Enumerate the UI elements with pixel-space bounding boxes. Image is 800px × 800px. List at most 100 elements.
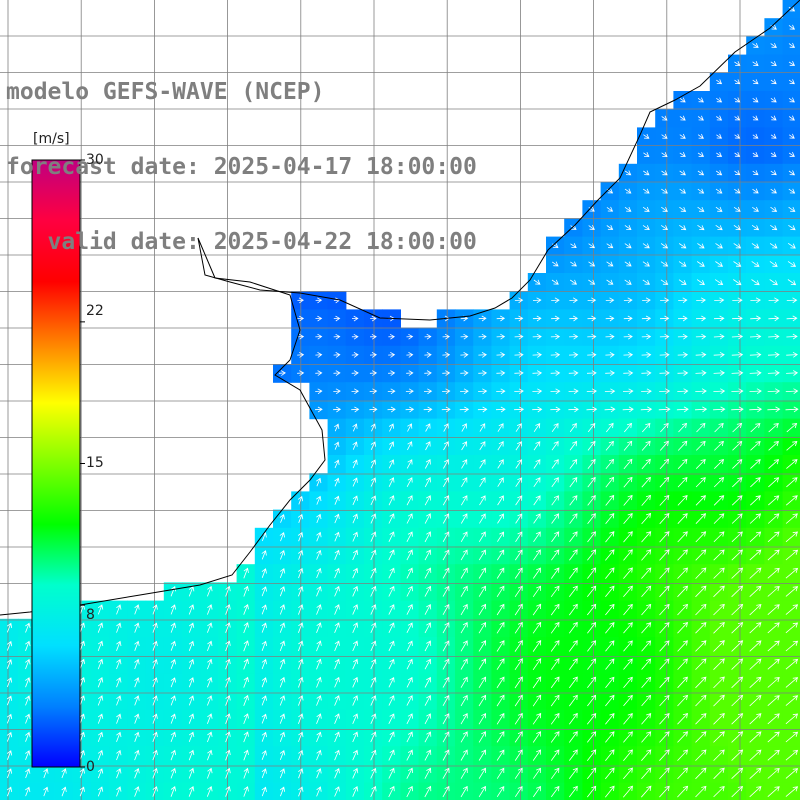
- wind-arrow: [788, 151, 795, 157]
- wind-arrow: [660, 297, 670, 304]
- wind-arrow: [642, 279, 651, 285]
- wind-arrow: [6, 750, 13, 760]
- wind-arrow: [713, 585, 725, 598]
- speed-cell: [691, 746, 711, 765]
- wind-arrow: [660, 422, 669, 433]
- speed-cell: [364, 582, 383, 602]
- speed-cell: [746, 473, 765, 492]
- speed-cell: [782, 273, 800, 292]
- speed-cell: [509, 455, 529, 474]
- wind-arrow: [442, 531, 450, 542]
- wind-arrow: [770, 188, 777, 194]
- wind-arrow: [605, 713, 615, 725]
- wind-arrow: [568, 370, 579, 376]
- speed-cell: [546, 509, 565, 529]
- wind-arrow: [297, 352, 305, 358]
- wind-arrow: [478, 567, 486, 579]
- wind-arrow: [752, 61, 759, 67]
- wind-arrow: [623, 731, 633, 743]
- speed-cell: [782, 782, 800, 800]
- speed-cell: [582, 618, 602, 638]
- wind-arrow: [478, 549, 486, 561]
- wind-arrow: [279, 750, 286, 761]
- speed-cell: [691, 527, 711, 547]
- wind-arrow: [279, 786, 286, 797]
- wind-arrow: [713, 603, 725, 616]
- wind-arrow: [623, 422, 632, 433]
- wind-arrow: [568, 785, 578, 798]
- speed-cell: [600, 673, 620, 693]
- wind-arrow: [642, 261, 650, 267]
- speed-cell: [436, 746, 456, 765]
- wind-arrow: [388, 640, 395, 652]
- speed-cell: [455, 618, 474, 638]
- wind-arrow: [243, 622, 249, 634]
- wind-arrow: [460, 713, 468, 725]
- wind-arrow: [207, 695, 213, 706]
- wind-arrow: [116, 677, 122, 688]
- wind-arrow: [532, 585, 542, 598]
- wind-arrow: [532, 297, 542, 304]
- wind-arrow: [279, 695, 286, 706]
- wind-arrow: [659, 585, 670, 598]
- wind-arrow: [298, 658, 304, 670]
- wind-arrow: [641, 658, 652, 670]
- speed-cell: [382, 618, 401, 638]
- speed-cell: [382, 600, 401, 620]
- wind-arrow: [370, 585, 377, 597]
- wind-arrow: [605, 603, 615, 616]
- wind-arrow: [659, 622, 670, 634]
- speed-cell: [564, 709, 583, 729]
- wind-arrow: [677, 731, 689, 743]
- wind-arrow: [714, 440, 724, 451]
- wind-arrow: [731, 333, 744, 340]
- speed-cell: [691, 436, 711, 456]
- wind-arrow: [370, 658, 377, 670]
- speed-cell: [400, 509, 420, 529]
- wind-arrow: [605, 640, 615, 652]
- wind-arrow: [406, 531, 413, 542]
- wind-arrow: [25, 640, 31, 651]
- speed-cell: [418, 418, 438, 438]
- speed-cell: [436, 637, 456, 656]
- wind-arrow: [298, 695, 304, 706]
- wind-arrow: [550, 712, 560, 725]
- wind-arrow: [496, 621, 505, 634]
- wind-arrow: [568, 767, 578, 780]
- wind-arrow: [731, 767, 744, 779]
- wind-arrow: [352, 786, 359, 797]
- wind-arrow: [442, 749, 450, 761]
- wind-arrow: [170, 731, 176, 743]
- speed-cell: [582, 600, 602, 620]
- wind-arrow: [677, 676, 688, 689]
- speed-cell: [473, 673, 492, 693]
- wind-arrow: [767, 749, 780, 761]
- speed-cell: [728, 746, 747, 765]
- wind-arrow: [587, 333, 597, 340]
- wind-arrow: [225, 622, 231, 633]
- wind-arrow: [298, 768, 304, 779]
- wind-arrow: [370, 695, 377, 706]
- wind-arrow: [352, 585, 359, 597]
- wind-arrow: [334, 731, 340, 743]
- wind-arrow: [443, 459, 449, 469]
- wind-arrow: [352, 423, 358, 432]
- wind-arrow: [496, 712, 505, 725]
- wind-arrow: [770, 97, 777, 103]
- speed-cell: [655, 600, 674, 620]
- speed-cell: [655, 418, 674, 438]
- wind-arrow: [642, 297, 651, 304]
- wind-arrow: [786, 315, 798, 322]
- wind-arrow: [605, 440, 614, 451]
- wind-arrow: [605, 585, 615, 598]
- speed-cell: [673, 618, 693, 638]
- speed-cell: [673, 728, 693, 747]
- wind-arrow: [298, 713, 304, 724]
- wind-arrow: [550, 731, 560, 743]
- wind-arrow: [134, 640, 140, 651]
- wind-arrow: [297, 531, 304, 542]
- wind-arrow: [496, 333, 506, 340]
- speed-cell: [436, 673, 456, 693]
- speed-cell: [691, 655, 711, 674]
- wind-arrow: [261, 550, 267, 560]
